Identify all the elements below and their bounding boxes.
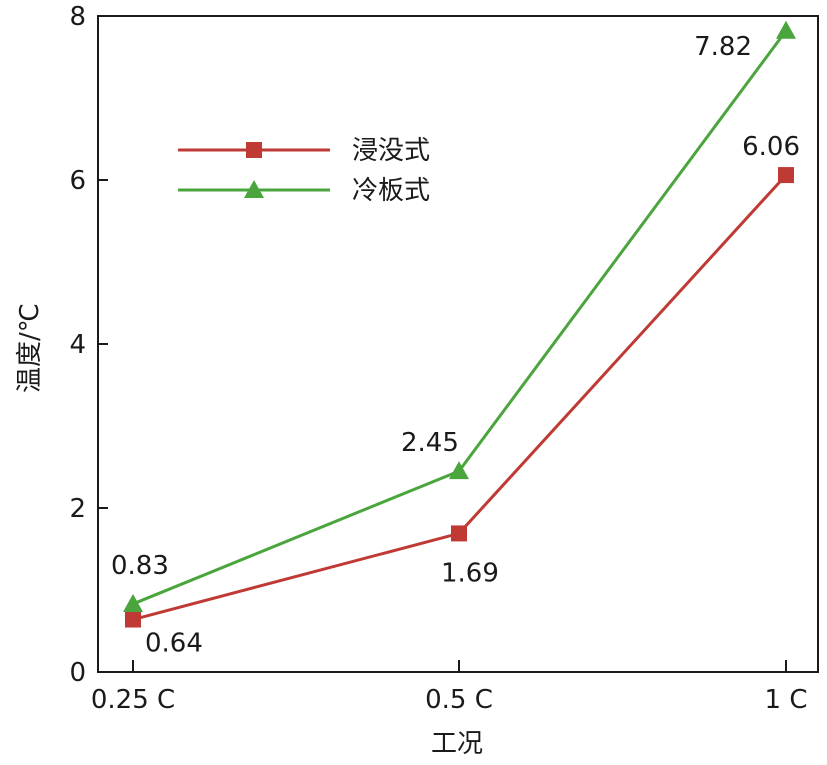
- y-axis-label: 温度/℃: [15, 303, 45, 393]
- data-point: [451, 525, 467, 542]
- y-tick-label: 4: [69, 330, 86, 360]
- y-tick-label: 2: [69, 494, 86, 524]
- series-layer: [123, 20, 796, 628]
- data-label: 0.83: [111, 551, 169, 581]
- data-point: [449, 461, 469, 480]
- data-point: [123, 593, 143, 612]
- data-label: 7.82: [694, 32, 752, 62]
- y-tick-label: 6: [69, 166, 86, 196]
- x-tick-label: 0.5 C: [425, 685, 493, 715]
- data-point: [125, 611, 141, 628]
- data-point: [776, 20, 796, 39]
- y-tick-label: 0: [69, 658, 86, 688]
- legend-label: 浸没式: [352, 136, 430, 166]
- data-label: 0.64: [145, 629, 203, 659]
- x-tick-label: 1 C: [765, 685, 808, 715]
- data-labels: 0.64 1.69 6.06 0.83 2.45 7.82: [111, 32, 800, 659]
- series-line: [132, 174, 788, 621]
- legend-marker: [244, 180, 264, 198]
- data-point: [778, 167, 794, 184]
- ticks: 0 2 4 6 8 0.25 C 0.5 C 1 C: [69, 2, 807, 715]
- data-label: 1.69: [441, 558, 499, 588]
- y-tick-label: 8: [69, 2, 86, 32]
- x-tick-label: 0.25 C: [91, 685, 175, 715]
- x-axis-label: 工况: [431, 729, 483, 759]
- legend-marker: [246, 142, 262, 158]
- series-line: [132, 29, 788, 606]
- legend-label: 冷板式: [352, 176, 430, 206]
- data-label: 2.45: [401, 428, 459, 458]
- data-label: 6.06: [742, 132, 800, 162]
